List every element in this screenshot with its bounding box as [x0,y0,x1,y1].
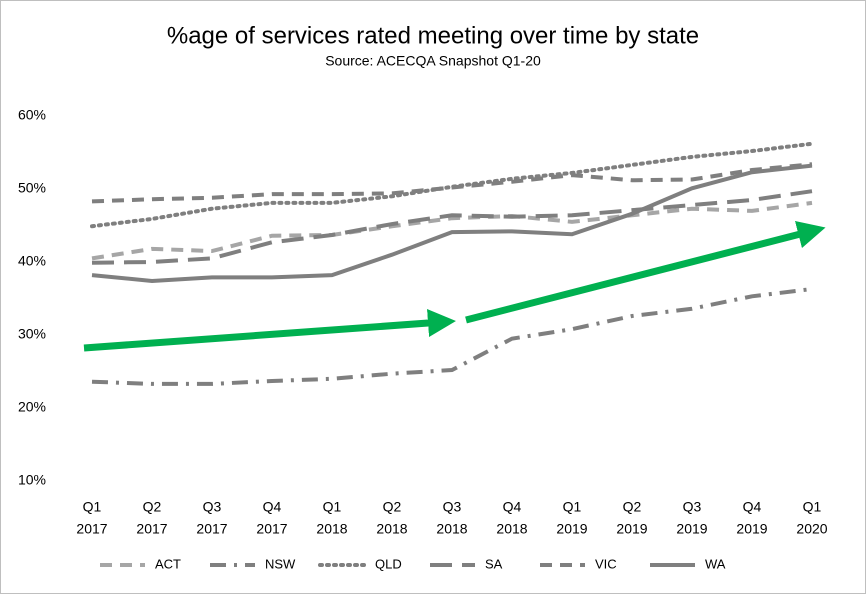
x-tick-label: 2018 [496,521,527,537]
x-tick-label: 2017 [196,521,227,537]
x-tick-label: Q1 [803,499,822,515]
series-line [91,287,813,386]
x-tick-label: 2019 [736,521,767,537]
x-tick-label: Q3 [443,499,462,515]
x-tick-label: 2020 [796,521,827,537]
y-tick-label: 30% [18,326,46,342]
x-tick-label: Q3 [203,499,222,515]
x-tick-label: 2017 [76,521,107,537]
y-tick-label: 60% [18,107,46,123]
x-tick-label: 2018 [376,521,407,537]
x-tick-label: 2018 [436,521,467,537]
y-tick-label: 10% [18,472,46,488]
x-tick-label: Q4 [503,499,522,515]
x-tick-label: Q2 [383,499,402,515]
x-tick-label: Q2 [623,499,642,515]
x-tick-label: 2019 [676,521,707,537]
legend-label: WA [705,556,726,571]
series-line [91,163,813,283]
x-tick-label: Q1 [83,499,102,515]
legend-label: ACT [155,556,181,571]
x-tick-label: Q3 [683,499,702,515]
x-tick-label: 2018 [316,521,347,537]
y-tick-label: 20% [18,399,46,415]
x-tick-label: 2019 [556,521,587,537]
x-tick-label: Q2 [143,499,162,515]
chart-subtitle: Source: ACECQA Snapshot Q1-20 [325,53,541,69]
x-tick-label: 2017 [136,521,167,537]
x-tick-label: Q1 [563,499,582,515]
legend-label: NSW [265,556,296,571]
series-line [91,162,813,204]
legend-label: VIC [595,556,617,571]
x-tick-label: 2017 [256,521,287,537]
series-line [91,189,813,265]
series-line [91,200,813,261]
trend-arrow [83,309,456,352]
legend-label: SA [485,556,503,571]
y-tick-label: 50% [18,180,46,196]
x-tick-label: Q4 [743,499,762,515]
trend-arrow [465,220,826,324]
chart-title: %age of services rated meeting over time… [167,22,699,49]
trend-arrows [83,220,826,352]
y-tick-label: 40% [18,253,46,269]
legend: ACT NSW QLD SA VIC WA [100,556,726,571]
x-tick-label: Q4 [263,499,282,515]
x-tick-label: 2019 [616,521,647,537]
x-tick-label: Q1 [323,499,342,515]
legend-label: QLD [375,556,402,571]
